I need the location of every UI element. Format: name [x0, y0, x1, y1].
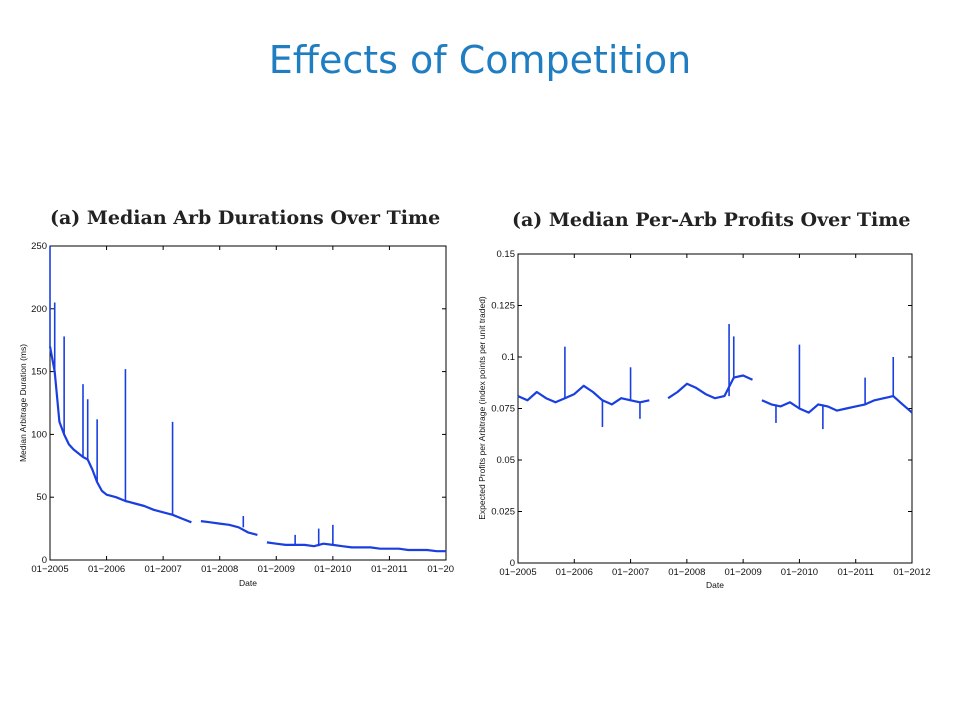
axis-ticks: 01−2005 01−2006 01−2007 01−2008 01−2009 01−20…	[491, 249, 930, 578]
x-tick-label: 01−2007	[612, 567, 649, 578]
series-line-segment	[48, 346, 192, 524]
y-tick-label: 0	[42, 555, 47, 566]
y-tick-label: 200	[31, 304, 47, 315]
x-axis-label: Date	[706, 580, 724, 590]
x-tick-label: 01−2011	[371, 564, 408, 575]
series-line-segment	[517, 384, 650, 406]
series-line-segment	[667, 374, 753, 400]
x-tick-label: 01−2010	[781, 567, 818, 578]
y-tick-label: 0.05	[497, 455, 516, 466]
y-tick-label: 0.125	[491, 301, 515, 312]
x-tick-label: 01−2006	[556, 567, 593, 578]
x-tick-label: 01−2008	[668, 567, 705, 578]
y-tick-label: 100	[31, 429, 47, 440]
axis-ticks: 01−2005 01−2006 01−2007 01−2008 01−2009 01−20…	[31, 241, 454, 575]
x-tick-label: 01−2006	[88, 564, 125, 575]
x-tick-label: 01−2005	[499, 567, 536, 578]
y-tick-label: 50	[36, 492, 47, 503]
x-tick-label: 01−2009	[725, 567, 762, 578]
chart-title: (a) Median Per-Arb Profits Over Time	[512, 209, 910, 231]
slide-title: Effects of Competition	[268, 38, 692, 82]
plot-area	[49, 245, 447, 561]
x-tick-label: 01−2005	[31, 564, 68, 575]
y-tick-label: 0	[510, 558, 515, 569]
x-tick-label: 01−2009	[258, 564, 295, 575]
series-line-segment	[200, 520, 258, 536]
y-tick-label: 0.075	[491, 404, 515, 415]
y-axis-label: Expected Profits per Arbitrage (index po…	[477, 296, 487, 520]
chart-per-arb-profits: (a) Median Per-Arb Profits Over Time Dat…	[477, 209, 931, 590]
x-tick-label: 01−2012	[893, 567, 930, 578]
y-tick-label: 0.1	[502, 352, 515, 363]
y-tick-label: 0.15	[497, 249, 516, 260]
x-tick-label: 01−2007	[145, 564, 182, 575]
x-tick-label: 01−2011	[837, 567, 874, 578]
y-tick-label: 0.025	[491, 507, 515, 518]
y-tick-label: 150	[31, 367, 47, 378]
x-tick-label: 01−2008	[201, 564, 238, 575]
chart-title: (a) Median Arb Durations Over Time	[50, 207, 440, 229]
y-tick-label: 250	[31, 241, 47, 252]
y-axis-label: Median Arbitrage Duration (ms)	[18, 344, 28, 462]
plot-area	[517, 253, 913, 564]
series-line-segment	[761, 395, 913, 414]
chart-panel-per-arb-profits: (a) Median Per-Arb Profits Over Time Dat…	[474, 195, 944, 600]
x-tick-label: 01−2010	[314, 564, 351, 575]
chart-arb-durations: (a) Median Arb Durations Over Time Date …	[18, 207, 454, 588]
chart-panel-arb-durations: (a) Median Arb Durations Over Time Date …	[14, 195, 454, 600]
x-axis-label: Date	[239, 578, 257, 588]
series-layer	[517, 324, 913, 430]
series-layer	[48, 246, 446, 553]
series-line-segment	[266, 541, 446, 553]
x-tick-label: 01−2012	[427, 564, 454, 575]
